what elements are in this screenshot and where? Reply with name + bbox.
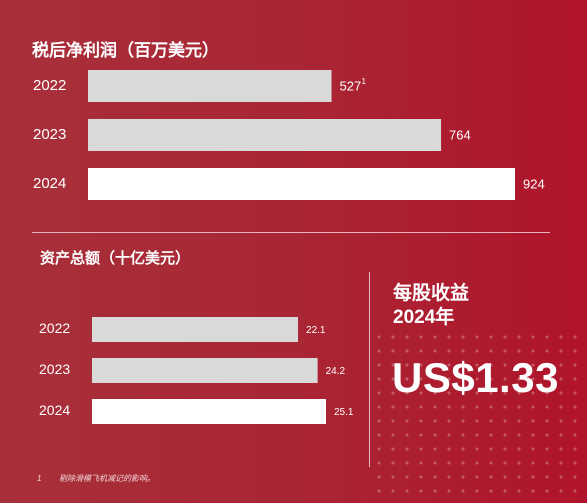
eps-title-line2: 2024年 — [393, 307, 455, 328]
net-profit-category-label: 2022 — [33, 77, 66, 94]
total-assets-value-label: 25.1 — [334, 407, 354, 418]
net-profit-value-label: 924 — [523, 176, 545, 191]
footnote: 1 剔除滑模飞机减记的影响。 — [37, 473, 155, 484]
net-profit-category-label: 2023 — [33, 126, 66, 143]
total-assets-bar-2022 — [92, 317, 299, 342]
dot-pattern-decoration — [372, 330, 587, 503]
eps-title: 每股收益 2024年 — [393, 282, 469, 330]
total-assets-bar-2023 — [92, 358, 318, 383]
total-assets-category-label: 2024 — [39, 402, 70, 418]
footnote-marker: 1 — [37, 474, 42, 483]
total-assets-value-label: 24.2 — [326, 366, 346, 377]
net-profit-bar-2023 — [88, 119, 442, 151]
net-profit-bar-2024 — [88, 168, 515, 200]
net-profit-footnote-marker: 1 — [362, 77, 367, 86]
section-divider — [32, 232, 550, 233]
eps-divider — [369, 272, 370, 467]
eps-title-line1: 每股收益 — [393, 283, 470, 304]
net-profit-title: 税后净利润（百万美元） — [32, 41, 219, 60]
net-profit-value-label: 527 — [340, 78, 362, 93]
total-assets-bar-2024 — [92, 399, 326, 424]
total-assets-category-label: 2022 — [39, 320, 70, 336]
net-profit-category-label: 2024 — [33, 175, 66, 192]
total-assets-category-label: 2023 — [39, 361, 70, 377]
eps-value: US$1.33 — [392, 354, 559, 401]
total-assets-value-label: 22.1 — [306, 325, 326, 336]
net-profit-value-label: 764 — [449, 127, 471, 142]
footnote-text: 剔除滑模飞机减记的影响。 — [59, 474, 155, 483]
total-assets-title: 资产总额（十亿美元） — [40, 250, 191, 267]
net-profit-bar-2022 — [88, 70, 332, 102]
